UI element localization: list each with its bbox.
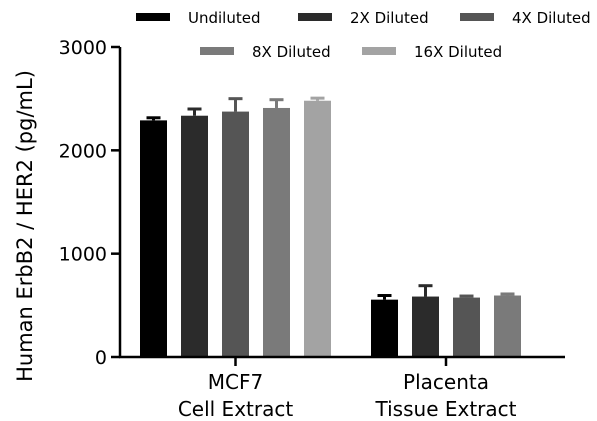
bar [494, 295, 521, 357]
bar [453, 297, 480, 357]
legend: Undiluted 2X Diluted 4X Diluted 8X Diluted 1… [136, 9, 591, 61]
bar [140, 120, 167, 357]
bar [222, 111, 249, 357]
bar [412, 296, 439, 357]
x-tick-label: Placenta [403, 370, 489, 394]
x-tick-label: MCF7 [208, 370, 263, 394]
legend-label: 8X Diluted [252, 43, 331, 61]
x-tick-label: Cell Extract [178, 397, 294, 421]
y-tick-label: 0 [95, 347, 107, 369]
y-tick-label: 1000 [59, 244, 107, 266]
legend-label: Undiluted [188, 9, 260, 27]
legend-label: 2X Diluted [350, 9, 429, 27]
x-tick-label: Tissue Extract [375, 397, 517, 421]
y-axis: 0 1000 2000 3000 [59, 37, 122, 369]
legend-label: 4X Diluted [512, 9, 591, 27]
bars [140, 96, 521, 357]
legend-label: 16X Diluted [414, 43, 502, 61]
legend-swatch [200, 47, 234, 55]
legend-swatch [362, 47, 396, 55]
bar [304, 100, 331, 357]
bar [371, 299, 398, 357]
x-axis: MCF7 Cell Extract Placenta Tissue Extract [119, 355, 565, 421]
legend-swatch [136, 13, 170, 21]
bar [263, 107, 290, 357]
y-tick-label: 2000 [59, 140, 107, 162]
legend-swatch [298, 13, 332, 21]
legend-swatch [460, 13, 494, 21]
bar [181, 115, 208, 357]
y-tick-label: 3000 [59, 37, 107, 59]
y-axis-label: Human ErbB2 / HER2 (pg/mL) [13, 70, 37, 382]
